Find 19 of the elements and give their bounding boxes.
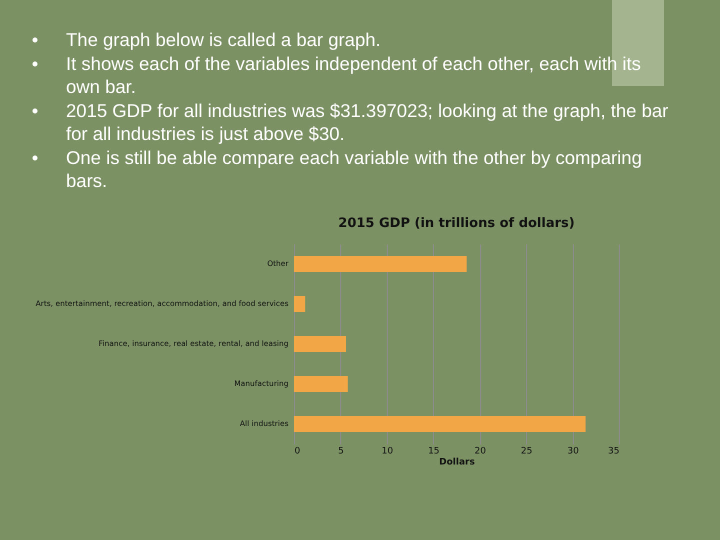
x-tick-label: 0 — [294, 446, 300, 456]
chart-title: 2015 GDP (in trillions of dollars) — [338, 216, 575, 231]
text: The graph below is called a bar graph. — [66, 28, 382, 52]
bar — [294, 256, 467, 272]
text: One is still be able compare each variable with the other by comparing bars. — [66, 146, 643, 192]
bar — [294, 296, 306, 312]
x-tick-label: 20 — [474, 446, 486, 456]
x-axis-title: Dollars — [439, 458, 475, 468]
text: 2015 GDP for all industries was $31.397023; looking at the graph, the bar for all industries is just above $30. — [66, 98, 670, 146]
x-tick-label: 30 — [567, 446, 580, 456]
bar — [294, 416, 586, 432]
text: It shows each of the variables independent of each other, each with its own bar. — [66, 52, 642, 98]
x-tick-label: 35 — [608, 446, 620, 456]
x-tick-label: 10 — [382, 446, 394, 456]
x-tick-label: 25 — [520, 446, 532, 456]
x-tick-label: 15 — [428, 446, 440, 456]
bar — [294, 336, 346, 352]
bar — [294, 376, 348, 392]
x-tick-label: 5 — [338, 446, 344, 456]
